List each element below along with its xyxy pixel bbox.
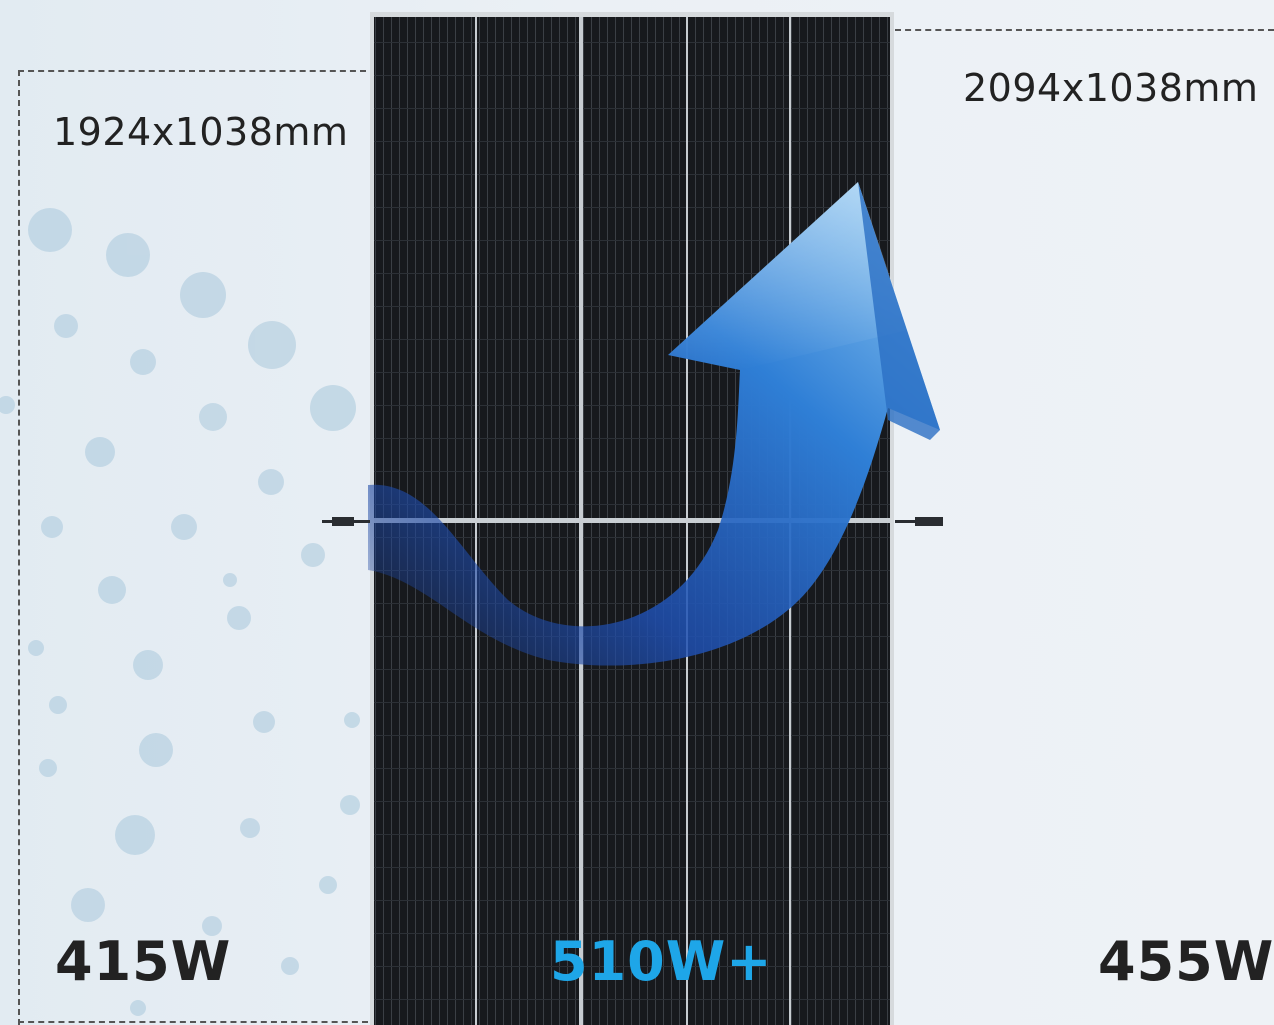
left-connector-icon <box>322 517 370 526</box>
large-panel-power: 455W <box>1098 930 1274 993</box>
upward-curved-arrow-icon <box>368 182 940 666</box>
small-panel-outline-bottom <box>18 1021 368 1023</box>
small-panel-power: 415W <box>55 930 232 993</box>
small-panel-size-label: 1924x1038mm <box>53 110 349 154</box>
large-panel-outline-top <box>895 29 1274 31</box>
small-panel-outline-side <box>18 70 20 1025</box>
small-panel-outline-top <box>18 70 366 72</box>
decorative-bubbles <box>0 208 360 1016</box>
new-panel-power: 510W+ <box>550 930 773 993</box>
large-panel-size-label: 2094x1038mm <box>963 66 1259 110</box>
right-connector-icon <box>895 517 943 526</box>
solar-panel-image <box>368 12 940 1025</box>
